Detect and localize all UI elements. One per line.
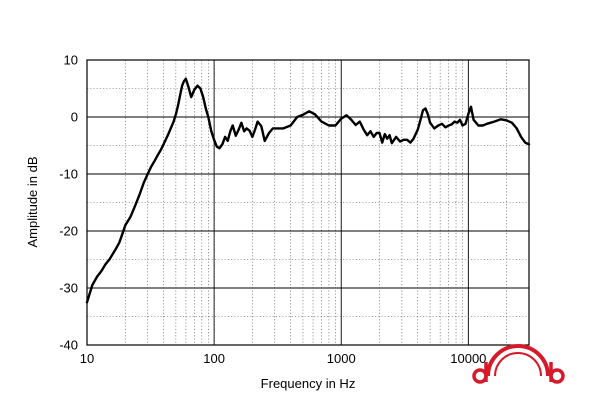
y-tick-label: -10 (59, 167, 78, 182)
db-logo (472, 344, 565, 384)
y-tick-label: 0 (71, 110, 78, 125)
series-line-frequency-response (85, 77, 531, 304)
logo-arc-inner (494, 352, 542, 377)
x-tick-labels: 10 100 1000 10000 (80, 351, 487, 366)
logo-arc (486, 344, 550, 377)
x-axis-label: Frequency in Hz (261, 376, 356, 391)
y-axis-label: Amplitude in dB (25, 156, 40, 247)
y-tick-labels: 10 0 -10 -20 -30 -40 (59, 53, 78, 353)
y-tick-label: -40 (59, 338, 78, 353)
x-tick-label: 10 (80, 351, 94, 366)
grid (86, 59, 529, 346)
logo-d-bowl (472, 368, 488, 384)
x-tick-label: 10000 (450, 351, 486, 366)
x-tick-label: 1000 (327, 351, 356, 366)
x-tick-label: 100 (203, 351, 225, 366)
series-group (85, 77, 531, 304)
plot-frame (86, 59, 530, 346)
logo-b-bowl (549, 368, 565, 384)
y-tick-label: -20 (59, 224, 78, 239)
y-tick-label: 10 (64, 53, 78, 68)
y-tick-label: -30 (59, 281, 78, 296)
